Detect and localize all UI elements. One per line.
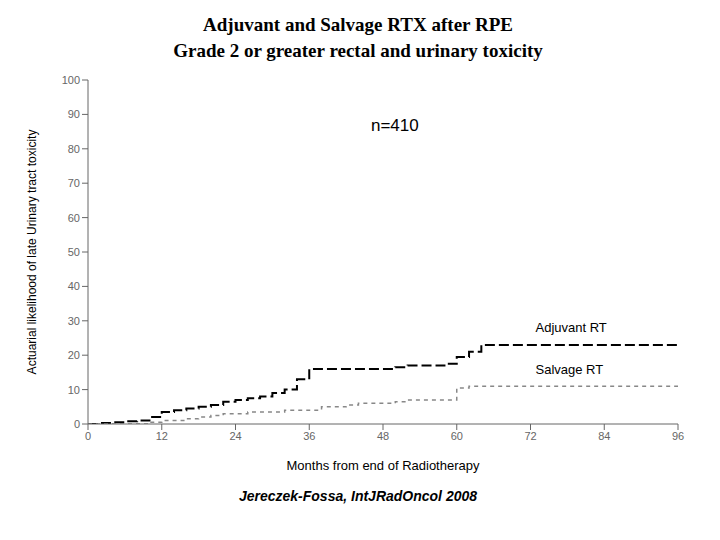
svg-text:0: 0 — [74, 418, 80, 430]
svg-text:100: 100 — [62, 74, 80, 86]
svg-text:Adjuvant RT: Adjuvant RT — [536, 320, 607, 335]
svg-text:84: 84 — [598, 430, 610, 442]
svg-text:60: 60 — [68, 212, 80, 224]
svg-text:Salvage RT: Salvage RT — [536, 362, 604, 377]
svg-text:30: 30 — [68, 315, 80, 327]
svg-text:n=410: n=410 — [371, 116, 419, 135]
svg-text:72: 72 — [524, 430, 536, 442]
svg-text:48: 48 — [377, 430, 389, 442]
html-text:Adjuvant and Salvage RTX after: Adjuvant and Salvage RTX after RPE — [203, 14, 513, 35]
svg-text:96: 96 — [672, 430, 684, 442]
svg-text:50: 50 — [68, 246, 80, 258]
svg-text:60: 60 — [451, 430, 463, 442]
svg-text:36: 36 — [303, 430, 315, 442]
svg-text:12: 12 — [156, 430, 168, 442]
svg-text:90: 90 — [68, 108, 80, 120]
svg-text:70: 70 — [68, 177, 80, 189]
svg-text:80: 80 — [68, 143, 80, 155]
svg-text:0: 0 — [85, 430, 91, 442]
svg-text:10: 10 — [68, 384, 80, 396]
svg-text:Actuarial likelihood of late U: Actuarial likelihood of late Urinary tra… — [25, 130, 39, 375]
svg-text:40: 40 — [68, 280, 80, 292]
svg-text:24: 24 — [229, 430, 241, 442]
html-text:Grade 2 or greater rectal and: Grade 2 or greater rectal and urinary to… — [173, 40, 543, 61]
svg-text:Months from end of Radiotherap: Months from end of Radiotherapy — [287, 458, 480, 473]
svg-text:20: 20 — [68, 349, 80, 361]
html-text:Jereczek-Fossa, IntJRadOncol 2: Jereczek-Fossa, IntJRadOncol 2008 — [238, 488, 477, 504]
